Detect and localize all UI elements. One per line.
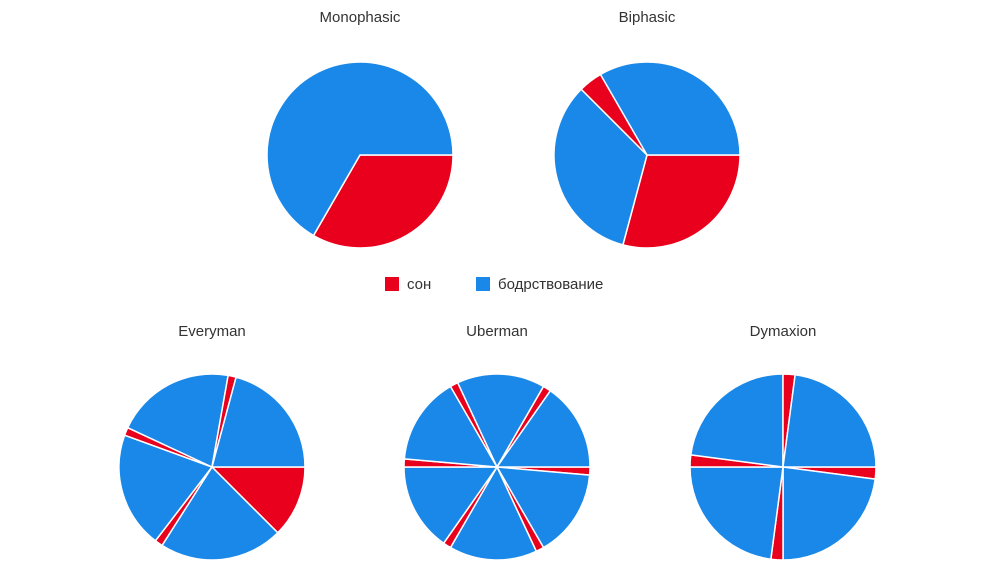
pie-slice (495, 389, 591, 468)
legend-swatch (385, 277, 399, 291)
pie-slice (553, 88, 648, 246)
pie-title: Monophasic (320, 9, 401, 26)
pie-title: Uberman (466, 323, 528, 340)
pie-title: Everyman (178, 323, 246, 340)
pie-slice (456, 373, 545, 469)
pie-slice (622, 154, 741, 249)
pie-slice (266, 61, 454, 237)
pie-slice (211, 376, 306, 468)
legend-label: бодрствование (498, 276, 603, 293)
pie-slice (689, 373, 784, 468)
pie-slice (210, 466, 306, 534)
pie-slice (689, 466, 784, 561)
legend-swatch (476, 277, 490, 291)
pie-title: Dymaxion (750, 323, 817, 340)
pie-slice (449, 465, 538, 561)
pie-slice (403, 466, 499, 545)
pie-slice (495, 466, 591, 549)
pie-slice (118, 434, 214, 542)
pie-slice (403, 385, 499, 468)
pie-slice (160, 465, 279, 561)
pie-slice (782, 466, 877, 561)
pie-title: Biphasic (619, 9, 676, 26)
pie-slice (126, 373, 230, 469)
legend-label: сон (407, 276, 431, 293)
pie-slice (599, 61, 741, 156)
pie-slice (782, 373, 877, 468)
pie-slice (312, 154, 454, 249)
